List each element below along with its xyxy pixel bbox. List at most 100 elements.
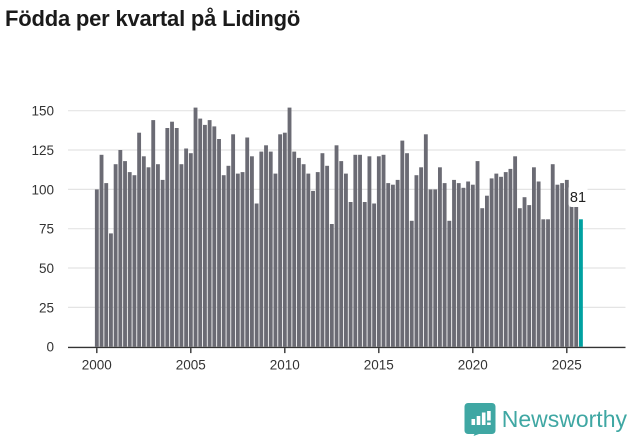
bar <box>221 175 226 347</box>
bar <box>569 205 574 347</box>
bar <box>527 205 532 347</box>
bar <box>287 107 292 347</box>
bar <box>226 165 231 347</box>
bar <box>452 179 456 347</box>
bar <box>320 153 325 347</box>
bar <box>301 164 306 347</box>
newsworthy-logo-icon <box>464 403 496 436</box>
bar <box>156 164 160 347</box>
bar <box>292 151 297 347</box>
y-axis-tick-label: 0 <box>46 340 54 355</box>
bar <box>118 150 123 347</box>
bar <box>141 156 146 347</box>
bar <box>560 183 565 347</box>
bar <box>391 184 395 347</box>
bar <box>513 156 518 347</box>
bar <box>485 195 489 347</box>
bar <box>282 132 287 347</box>
bar <box>442 183 447 347</box>
bar <box>503 172 508 347</box>
bar <box>113 164 118 347</box>
newsworthy-logo-text: Newsworthy <box>501 405 627 432</box>
bar <box>546 219 550 347</box>
bar <box>381 154 386 347</box>
bar <box>419 167 424 347</box>
bar <box>414 175 419 347</box>
bar <box>198 118 203 347</box>
bar <box>240 172 245 347</box>
chart-title: Födda per kvartal på Lidingö <box>5 6 301 31</box>
bar <box>541 219 546 347</box>
bar <box>329 224 334 347</box>
bar <box>480 208 485 347</box>
bar <box>99 154 104 347</box>
bar <box>325 165 330 347</box>
bar <box>151 120 156 347</box>
bar <box>409 220 414 347</box>
last-value-label: 81 <box>570 190 586 206</box>
y-axis-tick-label: 125 <box>31 143 54 158</box>
bar <box>104 183 109 347</box>
bar <box>339 161 344 347</box>
bar <box>358 154 362 347</box>
bar <box>165 128 170 347</box>
bar <box>499 176 503 347</box>
bar <box>522 197 527 347</box>
bar <box>94 189 99 347</box>
bar <box>268 151 273 347</box>
bar <box>109 233 113 347</box>
x-axis-tick-label: 2015 <box>364 358 394 373</box>
x-axis-tick-label: 2005 <box>176 358 206 373</box>
bar <box>146 167 151 347</box>
bar <box>235 173 240 347</box>
y-axis-tick-label: 75 <box>39 222 54 237</box>
bar <box>475 161 480 347</box>
bar <box>132 175 137 347</box>
y-axis-tick-label: 150 <box>31 104 54 119</box>
bar <box>466 181 471 347</box>
bar <box>447 220 452 347</box>
y-axis-tick-label: 50 <box>39 261 54 276</box>
bar <box>254 203 259 347</box>
bar <box>461 187 466 347</box>
bar <box>395 179 400 347</box>
bar <box>137 132 142 347</box>
last-value-label-halo <box>568 185 588 207</box>
bar <box>297 157 301 347</box>
bar <box>212 126 217 347</box>
bar <box>456 183 461 347</box>
bar <box>179 164 184 347</box>
bar <box>367 156 372 347</box>
bar <box>428 189 433 347</box>
highlighted-latest-bar <box>579 219 583 347</box>
bar <box>405 153 409 347</box>
bar <box>574 206 579 347</box>
bar <box>264 145 268 347</box>
bar <box>372 203 377 347</box>
bar <box>423 134 428 347</box>
bar <box>362 202 367 347</box>
bar <box>517 208 522 347</box>
bar <box>231 134 236 347</box>
bar <box>433 189 438 347</box>
newsworthy-logo[interactable]: Newsworthy <box>464 402 627 436</box>
bar <box>193 107 198 347</box>
bar <box>386 183 391 347</box>
bar <box>217 139 221 347</box>
x-axis-tick-label: 2000 <box>82 358 112 373</box>
bar <box>184 148 189 347</box>
bar <box>344 173 348 347</box>
x-axis-tick-label: 2025 <box>552 358 582 373</box>
bar <box>334 145 339 347</box>
bar <box>438 167 442 347</box>
bar <box>278 134 283 347</box>
bar <box>250 156 254 347</box>
y-axis-tick-label: 25 <box>39 300 54 315</box>
bar <box>160 179 165 347</box>
bar <box>127 172 132 347</box>
bar <box>353 154 358 347</box>
bar <box>245 137 250 347</box>
bar <box>348 202 353 347</box>
